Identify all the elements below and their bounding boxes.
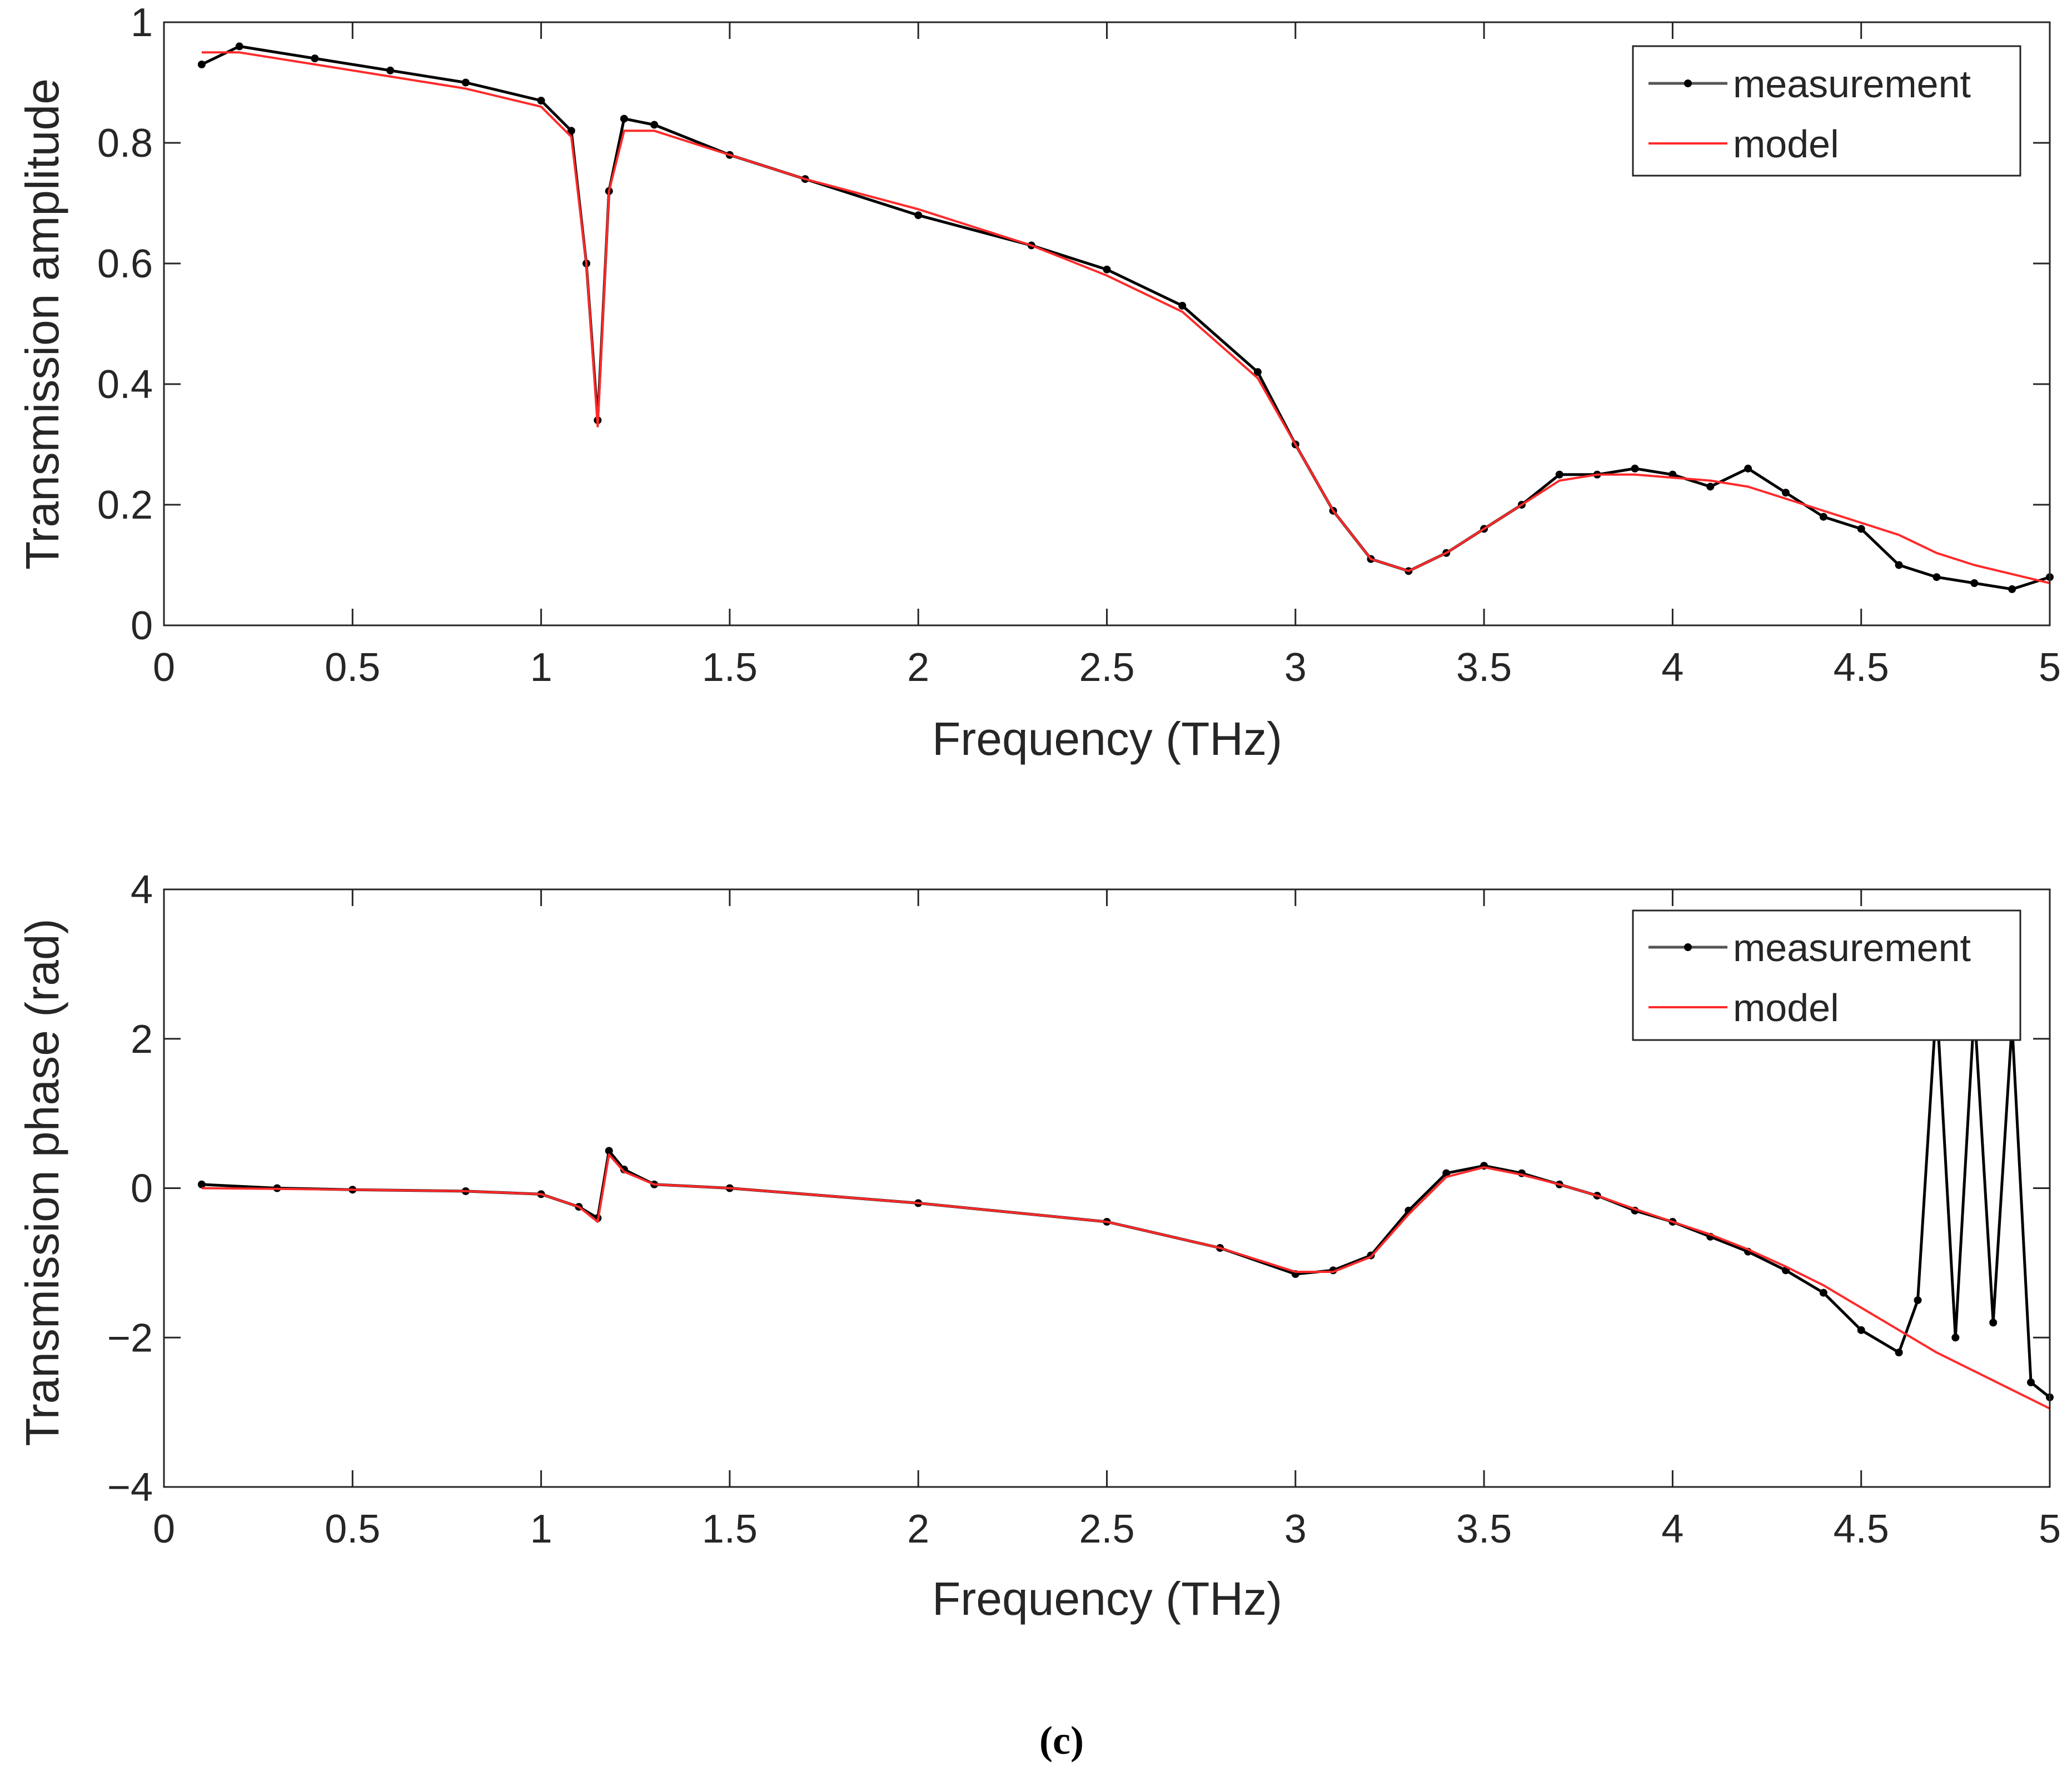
amplitude-measurement-point [1178, 301, 1187, 310]
phase-x-tick-label: 3.5 [1456, 1507, 1512, 1551]
amplitude-x-axis-label: Frequency (THz) [932, 713, 1282, 765]
amplitude-legend-measurement-marker [1684, 79, 1692, 87]
amplitude-measurement-point [2008, 585, 2016, 593]
phase-legend-measurement-label: measurement [1733, 926, 1971, 969]
phase-axes: 0 0.5 1 1.5 2 2.5 3 3.5 4 4.5 5 −4 −2 0 2 4 [107, 868, 2061, 1551]
phase-x-tick-label: 2.5 [1079, 1507, 1134, 1551]
amplitude-x-tick-label: 4.5 [1834, 645, 1889, 690]
phase-measurement-point [605, 1147, 613, 1155]
phase-x-tick-label: 1.5 [702, 1507, 758, 1551]
amplitude-measurement-point [650, 121, 659, 129]
amplitude-x-tick-label: 2 [907, 645, 929, 690]
amplitude-measurement-point [1706, 482, 1715, 491]
phase-measurement-point [1914, 1296, 1922, 1305]
phase-x-tick-label: 4 [1661, 1507, 1684, 1551]
phase-legend: measurement model [1632, 909, 2021, 1041]
phase-measurement-point [2027, 1378, 2035, 1386]
phase-x-tick-label: 5 [2039, 1507, 2061, 1551]
phase-x-tick-label: 0 [153, 1507, 175, 1551]
amplitude-measurement-point [1744, 464, 1752, 472]
amplitude-legend: measurement model [1632, 45, 2021, 177]
phase-measurement-point [1951, 1334, 1960, 1342]
amplitude-series-model [201, 51, 2050, 584]
amplitude-measurement-point [914, 211, 923, 220]
amplitude-measurement-point [1631, 464, 1639, 472]
phase-legend-measurement-marker [1684, 943, 1692, 951]
amplitude-x-tick-label: 2.5 [1079, 645, 1134, 690]
amplitude-measurement-point [1103, 265, 1111, 273]
amplitude-x-tick-label: 0 [153, 645, 175, 690]
phase-measurement-point [1895, 1349, 1903, 1357]
phase-y-tick-label: 0 [131, 1167, 153, 1211]
amplitude-measurement-point [311, 54, 319, 63]
amplitude-measurement-point [1932, 573, 1941, 581]
phase-measurement-point [197, 1180, 206, 1188]
amplitude-measurement-point [1555, 470, 1563, 479]
phase-series-model [201, 1153, 2050, 1410]
phase-y-tick-label: −4 [107, 1465, 153, 1510]
amplitude-y-tick-label: 0.6 [97, 242, 153, 286]
figure-caption: (c) [1039, 1718, 1084, 1763]
amplitude-measurement-point [1819, 513, 1827, 521]
amplitude-plot-area [197, 42, 2054, 593]
amplitude-measurement-point [235, 42, 243, 51]
phase-x-tick-label: 1 [530, 1507, 552, 1551]
amplitude-x-tick-label: 3.5 [1456, 645, 1512, 690]
phase-x-tick-label: 0.5 [325, 1507, 380, 1551]
amplitude-measurement-point [386, 66, 395, 74]
phase-plot-area [197, 997, 2054, 1410]
amplitude-measurement-point [537, 97, 545, 105]
amplitude-x-tick-label: 1 [530, 645, 552, 690]
phase-x-tick-label: 4.5 [1834, 1507, 1889, 1551]
phase-legend-model-label: model [1733, 986, 1839, 1029]
amplitude-measurement-point [1781, 489, 1790, 497]
amplitude-x-tick-label: 5 [2039, 645, 2061, 690]
amplitude-measurement-point [1970, 579, 1979, 588]
amplitude-axes: 0 0.5 1 1.5 2 2.5 3 3.5 4 4.5 5 0 0.2 0.4 0.6 0.8 1 [97, 1, 2061, 690]
amplitude-measurement-point [1895, 561, 1903, 569]
amplitude-y-tick-label: 0.4 [97, 362, 153, 407]
amplitude-measurement-point [620, 115, 628, 123]
amplitude-x-tick-label: 0.5 [325, 645, 380, 690]
amplitude-legend-box [1632, 45, 2021, 177]
amplitude-measurement-point [461, 78, 470, 87]
phase-measurement-point [1857, 1326, 1865, 1334]
amplitude-y-tick-label: 0.2 [97, 483, 153, 528]
phase-x-axis-label: Frequency (THz) [932, 1573, 1282, 1625]
phase-series-measurement [201, 1000, 2051, 1399]
amplitude-measurement-point [197, 60, 206, 68]
phase-measurement-point [1819, 1289, 1827, 1297]
phase-y-tick-label: −2 [107, 1316, 153, 1360]
amplitude-legend-measurement-label: measurement [1733, 62, 1971, 106]
amplitude-x-tick-label: 4 [1661, 645, 1684, 690]
amplitude-y-axis-label: Transmission amplitude [16, 78, 68, 570]
amplitude-measurement-point [1857, 525, 1865, 533]
amplitude-y-tick-label: 0 [131, 604, 153, 648]
phase-x-tick-label: 2 [907, 1507, 929, 1551]
phase-x-tick-label: 3 [1284, 1507, 1307, 1551]
phase-measurement-point [1442, 1169, 1451, 1177]
amplitude-panel: 0 0.5 1 1.5 2 2.5 3 3.5 4 4.5 5 0 0.2 0.4 0.6 0.8 1 Freq… [16, 1, 2061, 765]
amplitude-x-tick-label: 1.5 [702, 645, 758, 690]
amplitude-y-tick-label: 1 [131, 1, 153, 45]
phase-measurement-point [1989, 1319, 1998, 1327]
phase-y-tick-label: 2 [131, 1017, 153, 1062]
amplitude-y-tick-label: 0.8 [97, 121, 153, 166]
amplitude-measurement-point [1253, 368, 1262, 376]
amplitude-x-tick-label: 3 [1284, 645, 1307, 690]
phase-legend-box [1632, 909, 2021, 1041]
amplitude-measurement-point [567, 127, 575, 135]
phase-y-tick-label: 4 [131, 868, 153, 912]
phase-panel: 0 0.5 1 1.5 2 2.5 3 3.5 4 4.5 5 −4 −2 0 2 4 Frequency (… [16, 868, 2061, 1625]
phase-y-axis-label: Transmission phase (rad) [16, 918, 68, 1446]
amplitude-legend-model-label: model [1733, 122, 1839, 166]
